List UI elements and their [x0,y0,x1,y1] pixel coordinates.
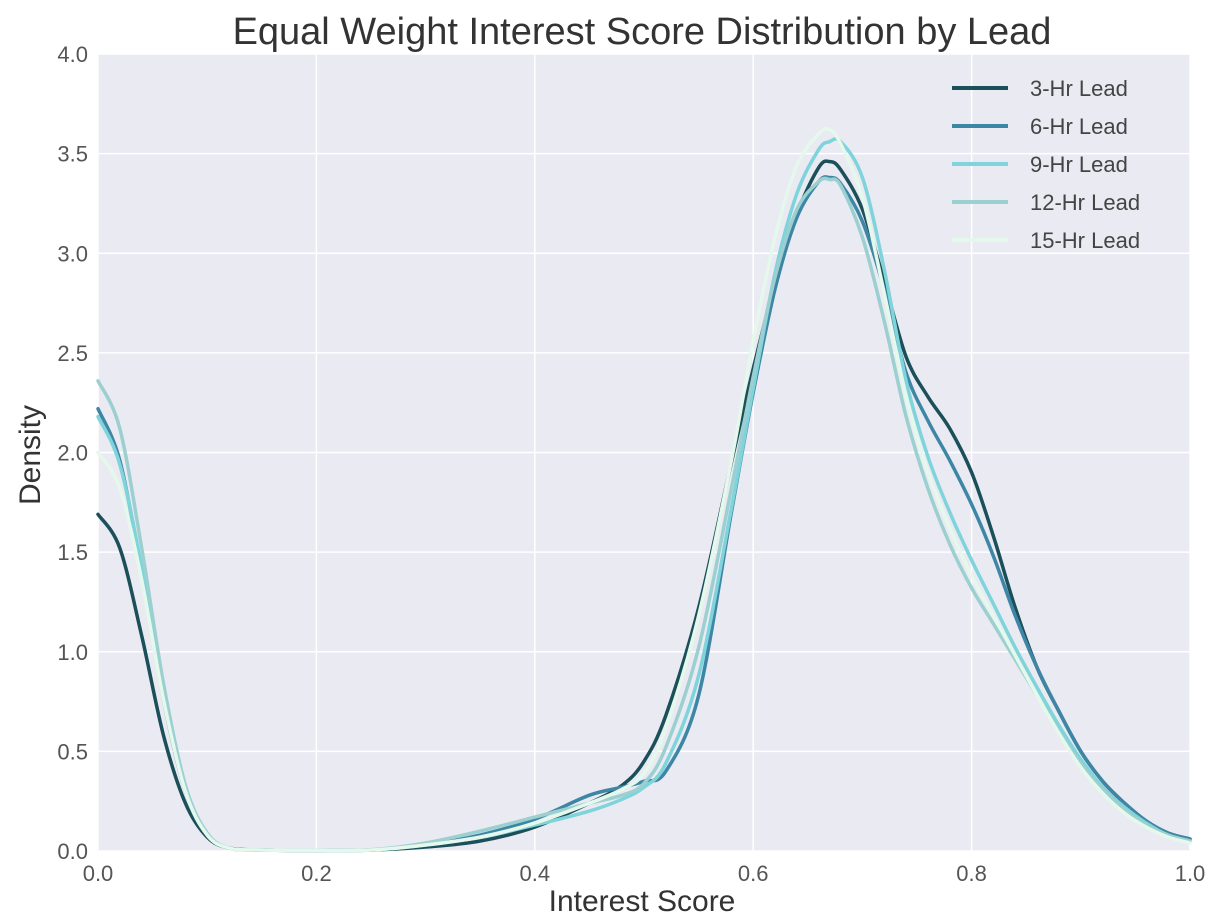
y-tick-label: 0.5 [57,739,88,764]
x-axis-label: Interest Score [549,885,736,915]
x-tick-label: 0.6 [738,861,769,886]
x-tick-label: 0.4 [520,861,551,886]
x-tick-label: 0.0 [83,861,114,886]
legend: 3-Hr Lead 6-Hr Lead 9-Hr Lead 12-Hr Lead 15-… [952,76,1140,253]
y-axis-label: Density [14,405,47,505]
y-tick-label: 4.0 [57,42,88,67]
y-tick-label: 3.0 [57,241,88,266]
y-tick-label: 2.5 [57,341,88,366]
x-axis-ticks: 0.0 0.2 0.4 0.6 0.8 1.0 [83,861,1206,886]
legend-label: 6-Hr Lead [1030,114,1128,139]
legend-label: 12-Hr Lead [1030,190,1140,215]
y-tick-label: 1.5 [57,540,88,565]
y-tick-label: 3.5 [57,142,88,167]
series-layer [96,126,1192,853]
x-tick-label: 1.0 [1175,861,1206,886]
x-tick-label: 0.2 [301,861,332,886]
chart-title: Equal Weight Interest Score Distribution… [233,11,1052,53]
series-line-5 [96,126,1192,853]
legend-label: 9-Hr Lead [1030,152,1128,177]
legend-label: 15-Hr Lead [1030,228,1140,253]
y-tick-label: 1.0 [57,640,88,665]
legend-label: 3-Hr Lead [1030,76,1128,101]
x-tick-label: 0.8 [956,861,987,886]
y-axis-ticks: 0.0 0.5 1.0 1.5 2.0 2.5 3.0 3.5 4.0 [57,42,88,864]
y-tick-label: 2.0 [57,441,88,466]
y-tick-label: 0.0 [57,839,88,864]
